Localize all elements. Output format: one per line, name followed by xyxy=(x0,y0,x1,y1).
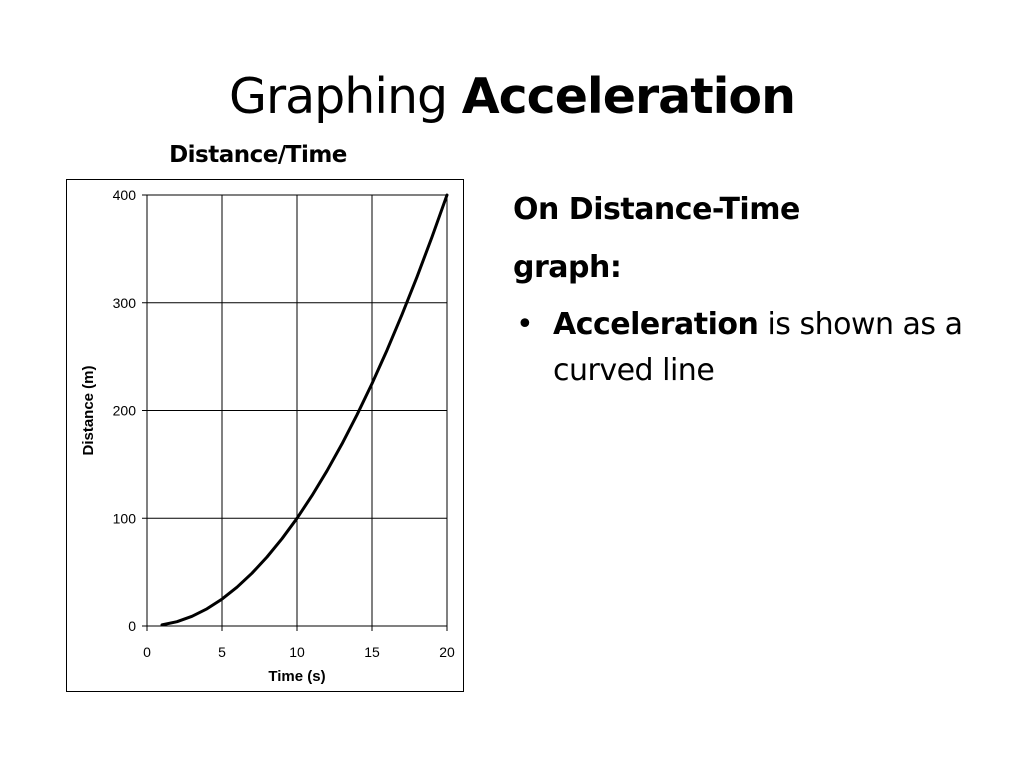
x-tick-label: 5 xyxy=(218,644,226,660)
x-tick-label: 10 xyxy=(289,644,305,660)
x-tick-label: 15 xyxy=(364,644,380,660)
distance-time-chart: 0 100 200 300 400 0 5 10 15 20 Time (s) Distance (m… xyxy=(80,187,455,685)
chart-frame xyxy=(66,179,464,692)
bullet-bold-term: Acceleration xyxy=(553,307,759,342)
y-tick-label: 200 xyxy=(113,403,137,419)
text-heading-line-2: graph: xyxy=(513,250,622,285)
slide-title-plain: Graphing xyxy=(229,68,448,125)
x-tick-label: 0 xyxy=(143,644,151,660)
slide-title: Graphing Acceleration xyxy=(0,62,1024,132)
bullet-item: • Acceleration is shown as a curved line xyxy=(513,302,983,394)
chart-title: Distance/Time xyxy=(169,142,347,168)
y-tick-label: 0 xyxy=(128,618,136,634)
y-tick-label: 400 xyxy=(113,187,137,203)
bullet-marker: • xyxy=(516,307,534,342)
y-tick-label: 300 xyxy=(113,295,137,311)
y-axis-title: Distance (m) xyxy=(80,365,97,455)
bullet-text: is shown as a curved line xyxy=(553,307,963,388)
text-heading-line-1: On Distance-Time xyxy=(513,192,800,227)
x-tick-label: 20 xyxy=(439,644,455,660)
x-axis-title: Time (s) xyxy=(268,668,325,685)
y-tick-label: 100 xyxy=(113,510,137,526)
text-panel: On Distance-Time graph: • Acceleration i… xyxy=(513,186,983,394)
slide-title-bold: Acceleration xyxy=(461,68,796,125)
series-line xyxy=(160,193,449,627)
